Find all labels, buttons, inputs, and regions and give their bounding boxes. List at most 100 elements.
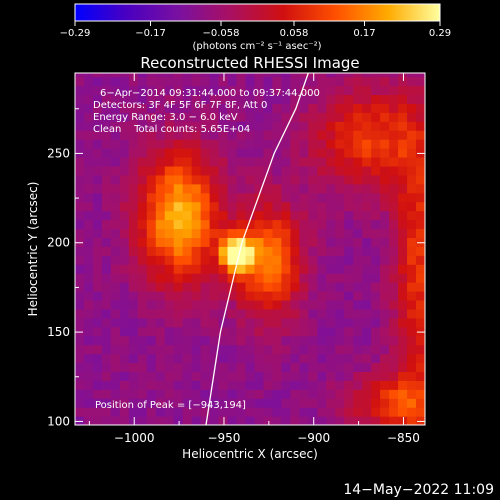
heatmap-cell	[416, 371, 425, 381]
heatmap-cell	[128, 264, 139, 274]
heatmap-cell	[83, 85, 94, 96]
heatmap-cell	[218, 130, 229, 140]
heatmap-cell	[92, 362, 103, 372]
heatmap-cell	[326, 76, 336, 87]
heatmap-cell	[75, 264, 85, 274]
heatmap-cell	[164, 398, 175, 408]
heatmap-cell	[398, 326, 408, 337]
heatmap-cell	[101, 148, 112, 158]
heatmap-cell	[218, 398, 229, 408]
heatmap-cell	[308, 255, 318, 265]
heatmap-cell	[281, 148, 291, 158]
heatmap-cell	[398, 192, 408, 203]
heatmap-cell	[83, 183, 94, 194]
heatmap-cell	[110, 353, 121, 364]
heatmap-cell	[128, 299, 139, 310]
heatmap-cell	[281, 103, 291, 113]
heatmap-cell	[137, 148, 148, 158]
heatmap-cell	[389, 237, 399, 247]
heatmap-cell	[119, 344, 130, 355]
heatmap-cell	[173, 308, 184, 319]
heatmap-cell	[398, 273, 408, 283]
heatmap-cell	[335, 228, 345, 238]
heatmap-cell	[344, 201, 354, 212]
heatmap-cell	[281, 183, 291, 194]
heatmap-cell	[380, 335, 390, 346]
heatmap-cell	[209, 121, 220, 131]
heatmap-cell	[416, 174, 425, 185]
heatmap-cell	[128, 192, 139, 203]
colorbar-tick-label: −0.058	[202, 28, 239, 39]
heatmap-cell	[75, 112, 85, 122]
heatmap-cell	[75, 73, 85, 78]
heatmap-cell	[209, 85, 220, 96]
heatmap-cell	[110, 317, 121, 328]
heatmap-cell	[101, 139, 112, 149]
x-axis-label: Heliocentric X (arcsec)	[182, 447, 318, 461]
heatmap-cell	[209, 282, 220, 292]
heatmap-cell	[281, 85, 291, 96]
heatmap-cell	[146, 237, 157, 247]
heatmap-cell	[128, 398, 139, 408]
heatmap-cell	[75, 76, 85, 87]
heatmap-cell	[110, 362, 121, 372]
heatmap-cell	[92, 389, 103, 399]
heatmap-cell	[263, 290, 274, 301]
heatmap-cell	[236, 139, 247, 149]
heatmap-cell	[236, 121, 247, 131]
heatmap-cell	[128, 353, 139, 364]
heatmap-cell	[317, 121, 327, 131]
heatmap-cell	[398, 73, 408, 78]
heatmap-cell	[344, 112, 354, 122]
heatmap-cell	[101, 76, 112, 87]
heatmap-cell	[101, 219, 112, 230]
heatmap-cell	[308, 183, 318, 194]
heatmap-cell	[353, 112, 363, 122]
heatmap-cell	[326, 335, 336, 346]
heatmap-cell	[182, 398, 193, 408]
heatmap-cell	[173, 299, 184, 310]
heatmap-cell	[218, 282, 229, 292]
heatmap-cell	[101, 317, 112, 328]
heatmap-cell	[200, 228, 211, 238]
heatmap-cell	[308, 210, 318, 221]
heatmap-cell	[92, 407, 103, 417]
heatmap-cell	[227, 371, 238, 381]
heatmap-cell	[137, 398, 148, 408]
heatmap-cell	[191, 326, 202, 337]
heatmap-cell	[155, 130, 166, 140]
heatmap-cell	[335, 273, 345, 283]
heatmap-cell	[137, 237, 148, 247]
heatmap-cell	[353, 103, 363, 113]
heatmap-cell	[263, 255, 274, 265]
heatmap-cell	[218, 407, 229, 417]
heatmap-cell	[209, 335, 220, 346]
heatmap-cell	[281, 407, 291, 417]
heatmap-cell	[308, 308, 318, 319]
heatmap-cell	[344, 94, 354, 104]
heatmap-cell	[119, 389, 130, 399]
heatmap-cell	[119, 380, 130, 390]
heatmap-cell	[92, 103, 103, 113]
heatmap-cell	[407, 228, 417, 238]
heatmap-cell	[416, 73, 425, 78]
heatmap-cell	[344, 246, 354, 256]
heatmap-cell	[344, 130, 354, 140]
heatmap-cell	[317, 237, 327, 247]
heatmap-cell	[263, 273, 274, 283]
heatmap-cell	[416, 335, 425, 346]
heatmap-cell	[254, 317, 265, 328]
heatmap-cell	[290, 264, 300, 274]
heatmap-cell	[155, 94, 166, 104]
heatmap-cell	[182, 335, 193, 346]
heatmap-cell	[281, 273, 291, 283]
heatmap-cell	[119, 121, 130, 131]
heatmap-cell	[209, 165, 220, 176]
heatmap-cell	[299, 156, 309, 167]
heatmap-cell	[335, 416, 345, 425]
heatmap-cell	[362, 255, 372, 265]
heatmap-cell	[308, 407, 318, 417]
heatmap-cell	[326, 183, 336, 194]
heatmap-cell	[209, 94, 220, 104]
heatmap-cell	[398, 183, 408, 194]
